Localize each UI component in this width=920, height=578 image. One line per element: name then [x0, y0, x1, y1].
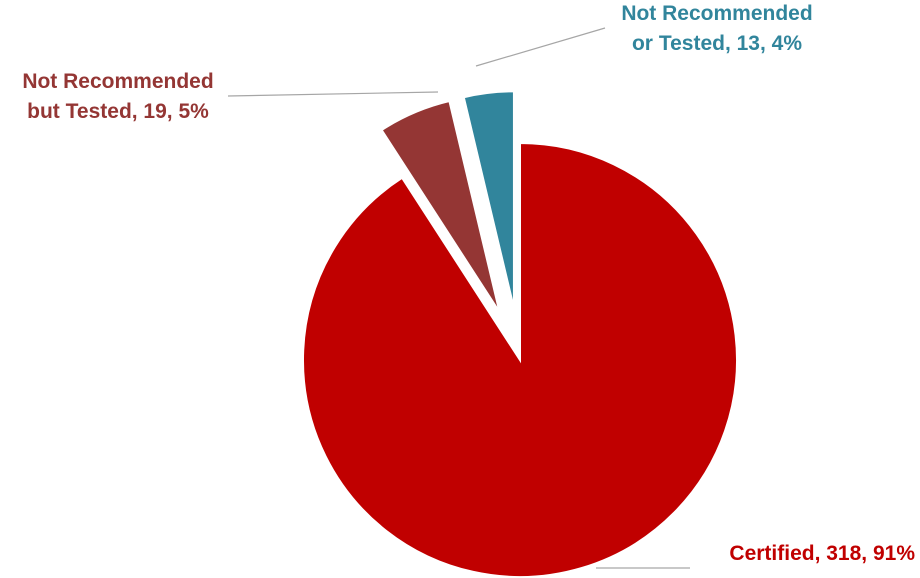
pie-slice-certified: [302, 141, 738, 578]
data-label-line: Certified, 318, 91%: [729, 542, 915, 565]
leader-line: [475, 27, 606, 67]
data-label: Not Recommended or Tested, 13, 4%: [621, 2, 812, 55]
leader-line: [227, 91, 439, 97]
data-label-line: or Tested, 13, 4%: [632, 32, 802, 55]
pie-slice-not-recommended-but-tested: [380, 99, 501, 313]
data-label: Not Recommended but Tested, 19, 5%: [22, 70, 213, 123]
data-label-line: but Tested, 19, 5%: [27, 100, 209, 123]
data-label: Certified, 318, 91%: [729, 542, 915, 565]
pie-slice-not-recommended-or-tested: [462, 90, 515, 309]
data-label-line: Not Recommended: [621, 2, 812, 25]
data-label-line: Not Recommended: [22, 70, 213, 93]
